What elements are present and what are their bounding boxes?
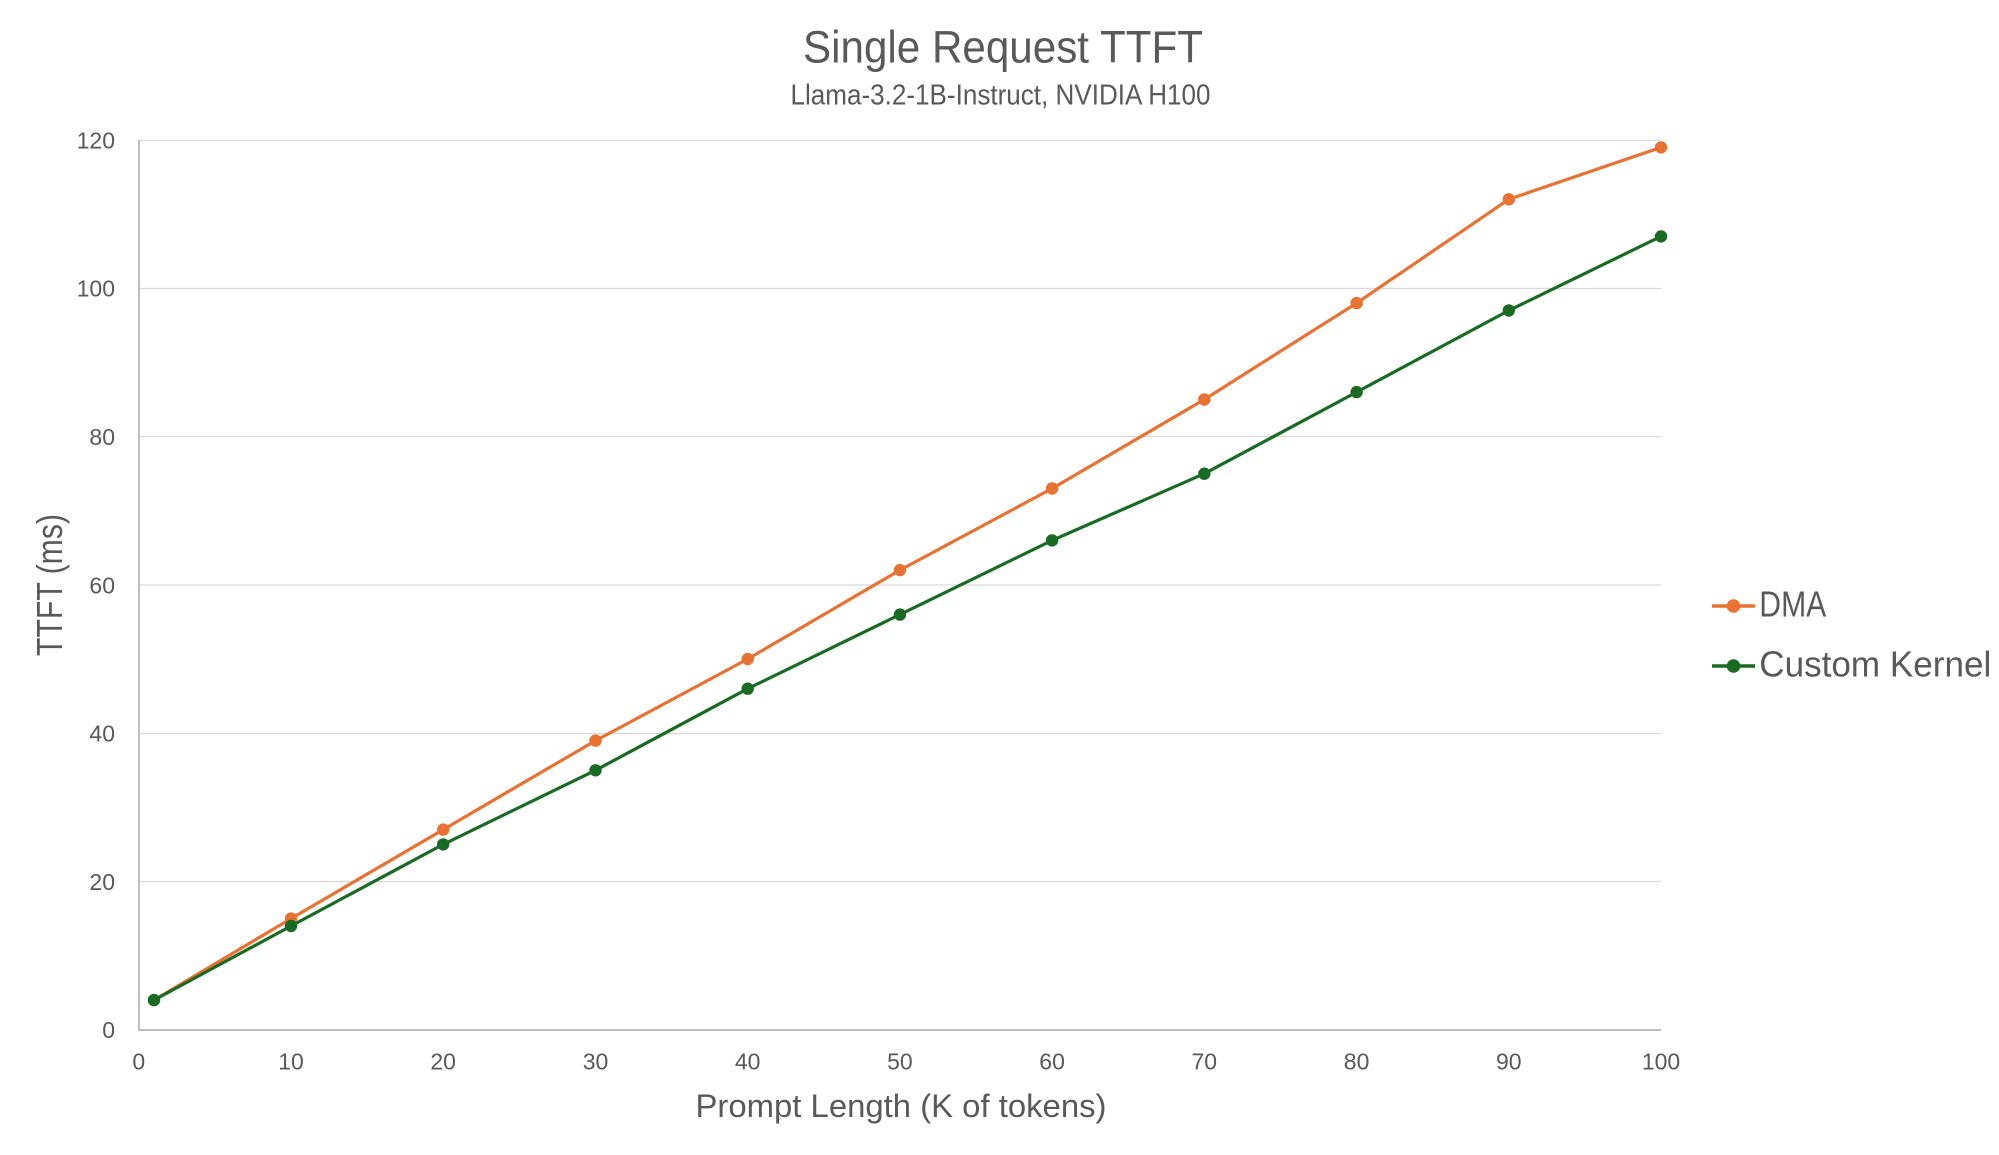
svg-text:80: 80 xyxy=(89,424,115,450)
svg-text:Single Request TTFT: Single Request TTFT xyxy=(803,22,1203,73)
svg-text:90: 90 xyxy=(1496,1049,1522,1075)
svg-text:120: 120 xyxy=(77,127,115,153)
svg-text:20: 20 xyxy=(430,1049,456,1075)
svg-text:40: 40 xyxy=(735,1049,761,1075)
svg-text:100: 100 xyxy=(77,276,115,302)
svg-text:Custom Kernel: Custom Kernel xyxy=(1759,644,1991,685)
svg-text:100: 100 xyxy=(1642,1049,1680,1075)
svg-text:20: 20 xyxy=(89,869,115,895)
svg-text:10: 10 xyxy=(278,1049,304,1075)
svg-text:0: 0 xyxy=(132,1049,145,1075)
svg-text:DMA: DMA xyxy=(1759,584,1826,625)
svg-text:TTFT (ms): TTFT (ms) xyxy=(29,514,70,656)
svg-text:Prompt Length (K of tokens): Prompt Length (K of tokens) xyxy=(696,1088,1107,1124)
svg-text:40: 40 xyxy=(89,721,115,747)
svg-text:50: 50 xyxy=(887,1049,913,1075)
svg-text:Llama-3.2-1B-Instruct, NVIDIA: Llama-3.2-1B-Instruct, NVIDIA H100 xyxy=(791,80,1211,112)
svg-text:30: 30 xyxy=(583,1049,609,1075)
svg-text:70: 70 xyxy=(1192,1049,1218,1075)
svg-text:0: 0 xyxy=(102,1017,115,1043)
svg-text:60: 60 xyxy=(89,572,115,598)
svg-text:80: 80 xyxy=(1344,1049,1370,1075)
svg-text:60: 60 xyxy=(1039,1049,1065,1075)
